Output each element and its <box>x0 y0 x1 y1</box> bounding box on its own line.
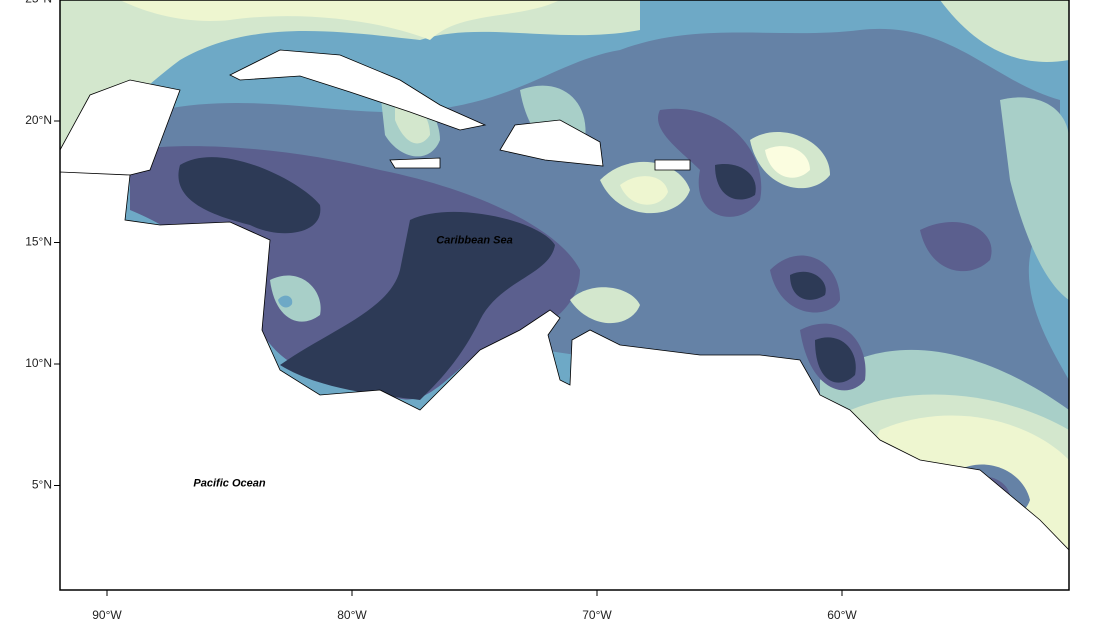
ocean-label: Caribbean Sea <box>436 234 512 246</box>
y-tick-label: 25°N <box>25 0 52 6</box>
x-tick-label: 60°W <box>827 608 857 622</box>
y-tick-label: 10°N <box>25 356 52 370</box>
x-tick-label: 90°W <box>92 608 122 622</box>
y-tick-label: 15°N <box>25 235 52 249</box>
y-tick-label: 5°N <box>32 478 52 492</box>
x-tick-label: 70°W <box>582 608 612 622</box>
x-tick-label: 80°W <box>337 608 367 622</box>
ocean-label: Atlantic Ocean <box>802 0 880 3</box>
ocean-label: Pacific Ocean <box>193 477 265 489</box>
contour-field <box>60 0 1069 590</box>
y-tick-label: 20°N <box>25 113 52 127</box>
map-frame <box>59 0 1070 591</box>
